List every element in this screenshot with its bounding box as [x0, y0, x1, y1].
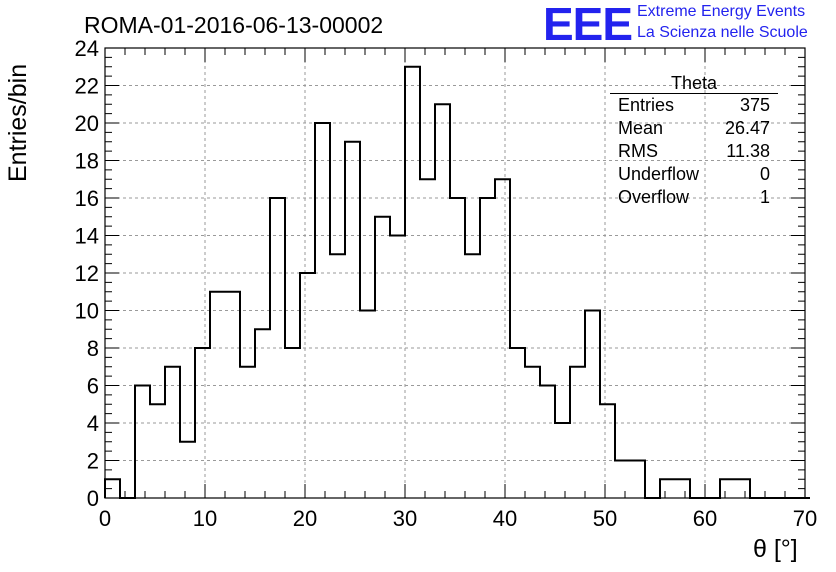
stats-label: Entries — [618, 95, 675, 115]
stats-row-rms: RMS 11.38 — [610, 140, 778, 163]
x-tick-label: 20 — [293, 506, 317, 531]
histogram-bin — [345, 142, 360, 498]
histogram-bin — [375, 217, 390, 498]
y-tick-label: 12 — [75, 261, 99, 286]
histogram-bin — [720, 479, 735, 498]
logo-line-1: Extreme Energy Events — [637, 3, 806, 20]
x-tick-label: 70 — [793, 506, 817, 531]
histogram-bin — [585, 311, 600, 499]
y-axis-label: Entries/bin — [4, 63, 32, 182]
histogram-bin — [360, 311, 375, 499]
y-tick-label: 18 — [75, 149, 99, 174]
stats-label: Mean — [618, 118, 664, 138]
x-tick-label: 50 — [593, 506, 617, 531]
stats-value: 375 — [739, 95, 770, 115]
stats-label: RMS — [618, 141, 658, 161]
histogram-bin — [510, 348, 525, 498]
histogram-bin — [405, 67, 420, 498]
plot-frame — [104, 47, 806, 499]
y-tick-label: 6 — [87, 374, 99, 399]
stats-value: 11.38 — [726, 141, 770, 161]
x-tick-label: 40 — [493, 506, 517, 531]
y-tick-label: 16 — [75, 186, 99, 211]
histogram-bin — [150, 404, 165, 498]
histogram-bin — [240, 367, 255, 498]
histogram-bin — [180, 442, 195, 498]
histogram-bin — [390, 236, 405, 499]
histogram-bin — [735, 479, 750, 498]
histogram-bin — [135, 386, 150, 499]
y-tick-label: 20 — [75, 111, 99, 136]
histogram-bin — [450, 198, 465, 498]
logo-line-2: La Scienza nelle Scuole — [637, 24, 808, 41]
histogram-bin — [210, 292, 225, 498]
stats-value: 26.47 — [724, 118, 770, 138]
histogram-bin — [255, 329, 270, 498]
histogram-bin — [570, 367, 585, 498]
histogram-bin — [495, 179, 510, 498]
histogram-bin — [600, 404, 615, 498]
y-tick-label: 14 — [75, 224, 99, 249]
y-tick-label: 22 — [75, 74, 99, 99]
stats-value: 0 — [759, 164, 770, 184]
eee-logo: EEE — [543, 0, 633, 50]
histogram-bin — [165, 367, 180, 498]
histogram-bin — [525, 367, 540, 498]
stats-label: Overflow — [618, 187, 690, 207]
y-tick-label: 2 — [87, 449, 99, 474]
axis-ticks — [104, 47, 806, 499]
histogram-bin — [540, 386, 555, 499]
x-tick-label: 0 — [99, 506, 111, 531]
x-axis-label: θ [°] — [753, 535, 798, 563]
stats-label: Underflow — [618, 164, 700, 184]
histogram-bin — [465, 254, 480, 498]
histogram-bin — [615, 461, 630, 499]
histogram-bin — [330, 254, 345, 498]
histogram-bin — [225, 292, 240, 498]
stats-row-overflow: Overflow 1 — [610, 186, 778, 209]
y-tick-label: 8 — [87, 336, 99, 361]
x-tick-label: 60 — [693, 506, 717, 531]
histogram-bin — [300, 273, 315, 498]
histogram-bin — [435, 104, 450, 498]
y-tick-label: 10 — [75, 299, 99, 324]
stats-row-underflow: Underflow 0 — [610, 163, 778, 186]
y-tick-label: 4 — [87, 411, 99, 436]
histogram-bin — [630, 461, 645, 499]
x-tick-label: 10 — [193, 506, 217, 531]
histogram-bin — [270, 198, 285, 498]
histogram-bin — [420, 179, 435, 498]
y-tick-label: 0 — [87, 486, 99, 511]
x-tick-label: 30 — [393, 506, 417, 531]
chart-title: ROMA-01-2016-06-13-00002 — [84, 12, 384, 38]
y-tick-label: 24 — [75, 36, 99, 61]
stats-box: Theta Entries 375 Mean 26.47 RMS 11.38 U… — [610, 73, 778, 209]
stats-row-entries: Entries 375 — [610, 94, 778, 117]
histogram-bin — [660, 479, 675, 498]
stats-row-mean: Mean 26.47 — [610, 117, 778, 140]
histogram-bin — [675, 479, 690, 498]
stats-title: Theta — [610, 73, 778, 94]
histogram-bin — [480, 198, 495, 498]
stats-value: 1 — [759, 187, 770, 207]
